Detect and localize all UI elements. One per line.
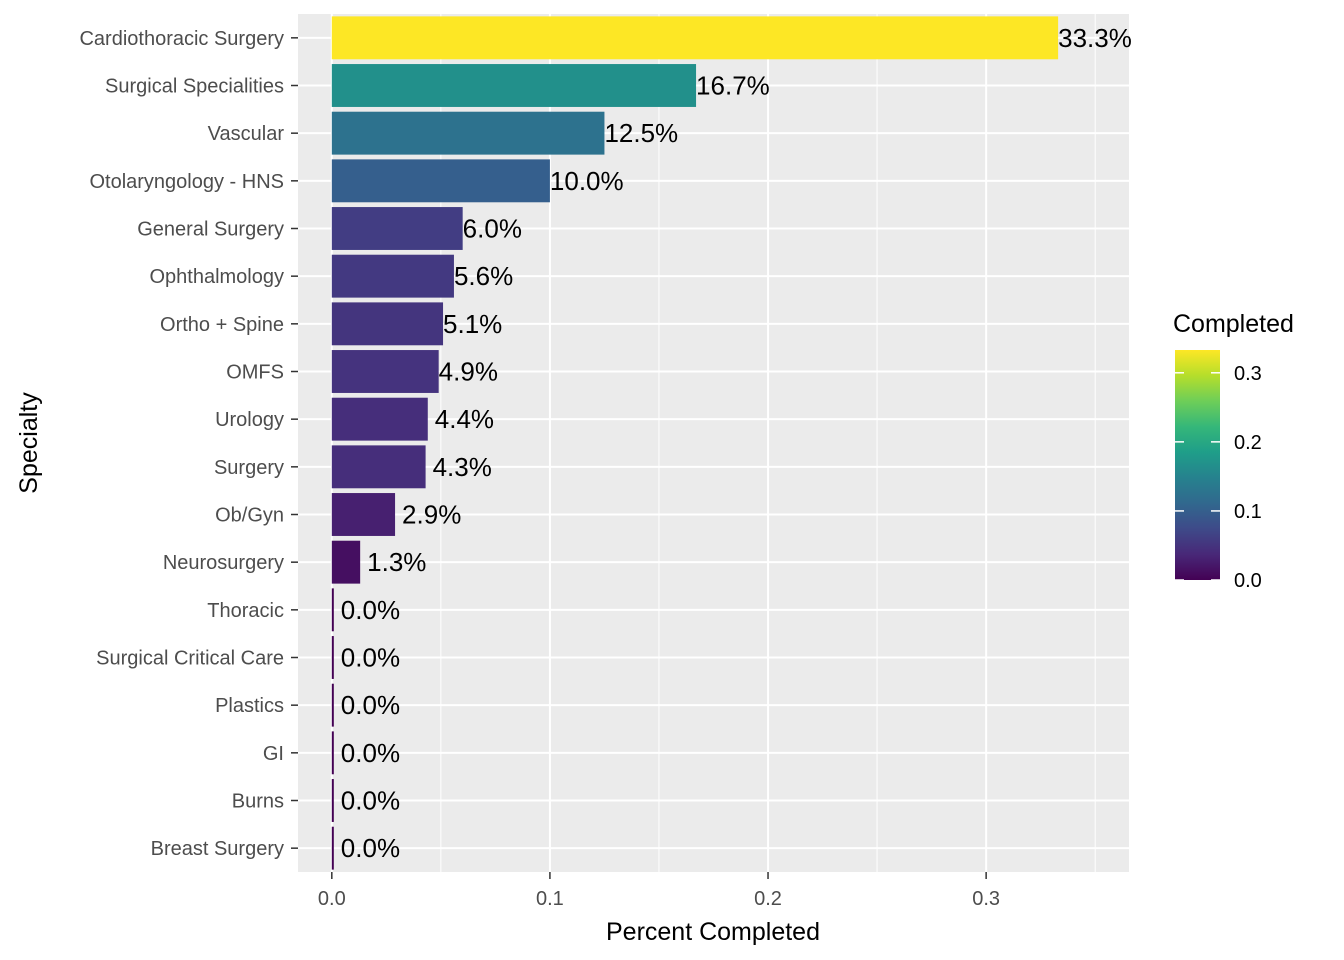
bar	[331, 302, 444, 346]
y-tick-label: Surgical Specialities	[105, 76, 284, 98]
data-label: 4.9%	[439, 357, 498, 387]
y-tick-label: Neurosurgery	[163, 552, 284, 574]
bar	[331, 445, 426, 489]
x-axis: 0.0 0.1 0.2 0.3	[318, 872, 1000, 910]
bar	[331, 254, 454, 298]
y-tick-label: OMFS	[226, 362, 284, 384]
bar	[331, 493, 396, 536]
data-label: 2.9%	[402, 500, 461, 530]
y-axis-title: Specialty	[15, 392, 43, 494]
y-tick-label: Cardiothoracic Surgery	[79, 28, 284, 50]
data-label: 4.3%	[433, 452, 492, 482]
bar	[331, 826, 334, 870]
data-label: 1.3%	[367, 547, 426, 577]
bar	[331, 779, 334, 822]
x-tick-label: 0.1	[536, 888, 564, 910]
legend: Completed 0.0 0.1 0.2 0.3	[1173, 310, 1294, 592]
data-label: 0.0%	[341, 690, 400, 720]
plot-panel	[298, 14, 1129, 872]
bar	[331, 350, 439, 393]
data-label: 33.3%	[1058, 23, 1132, 53]
bar	[331, 636, 334, 679]
bar	[331, 159, 550, 203]
data-label: 10.0%	[550, 166, 624, 196]
x-axis-title: Percent Completed	[606, 918, 820, 946]
y-tick-label: Vascular	[208, 123, 285, 145]
data-label: 0.0%	[341, 786, 400, 816]
x-tick-label: 0.0	[318, 888, 346, 910]
y-tick-label: Breast Surgery	[151, 838, 284, 860]
legend-tick-label: 0.3	[1234, 363, 1262, 385]
y-tick-label: Ophthalmology	[149, 266, 284, 288]
bars	[331, 16, 1059, 870]
data-label: 5.1%	[443, 309, 502, 339]
bar	[331, 16, 1059, 60]
data-labels: 33.3% 16.7% 12.5% 10.0% 6.0% 5.6% 5.1% 4.9% 4.4%…	[341, 23, 1132, 863]
x-tick-label: 0.3	[972, 888, 1000, 910]
legend-title: Completed	[1173, 310, 1294, 338]
legend-tick-label: 0.0	[1234, 570, 1262, 592]
data-label: 12.5%	[604, 118, 678, 148]
y-tick-label: GI	[263, 743, 284, 765]
y-tick-label: Ob/Gyn	[215, 505, 284, 527]
y-tick-label: Ortho + Spine	[160, 314, 284, 336]
legend-colorbar	[1175, 350, 1220, 580]
y-tick-label: General Surgery	[137, 219, 284, 241]
bar	[331, 731, 334, 775]
y-tick-label: Surgical Critical Care	[96, 648, 284, 670]
y-tick-label: Thoracic	[207, 600, 284, 622]
bar	[331, 64, 697, 107]
x-tick-label: 0.2	[754, 888, 782, 910]
bar	[331, 397, 428, 441]
data-label: 4.4%	[435, 404, 494, 434]
y-axis: Cardiothoracic Surgery Surgical Specialit…	[79, 28, 298, 860]
data-label: 5.6%	[454, 261, 513, 291]
y-tick-label: Burns	[232, 791, 284, 813]
y-tick-label: Surgery	[214, 457, 284, 479]
bar	[331, 540, 361, 584]
y-tick-label: Otolaryngology - HNS	[89, 171, 284, 193]
data-label: 0.0%	[341, 643, 400, 673]
legend-tick-label: 0.2	[1234, 432, 1262, 454]
legend-tick-label: 0.1	[1234, 501, 1262, 523]
bar	[331, 683, 334, 727]
data-label: 16.7%	[696, 71, 770, 101]
y-tick-label: Plastics	[215, 695, 284, 717]
bar	[331, 207, 463, 250]
data-label: 0.0%	[341, 738, 400, 768]
data-label: 0.0%	[341, 833, 400, 863]
data-label: 6.0%	[463, 214, 522, 244]
bar	[331, 588, 334, 632]
y-tick-label: Urology	[215, 409, 284, 431]
bar	[331, 111, 605, 155]
data-label: 0.0%	[341, 595, 400, 625]
